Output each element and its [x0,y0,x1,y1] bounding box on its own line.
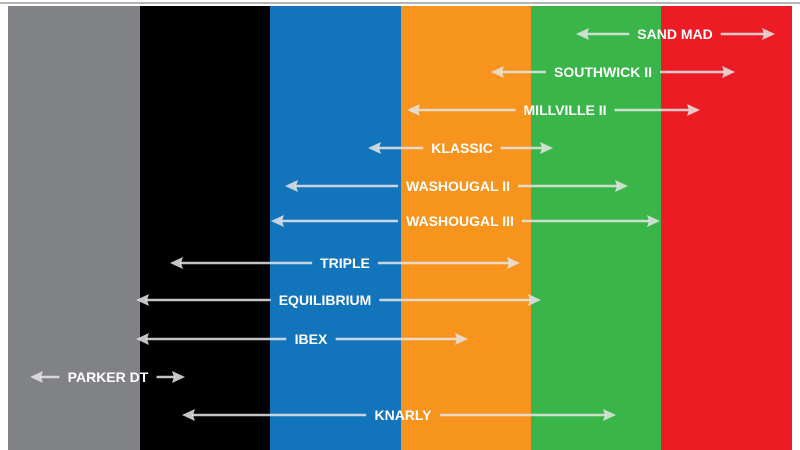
arrowhead-left-icon [368,142,381,154]
arrowhead-right-icon [172,371,185,383]
arrowhead-left-icon [491,66,504,78]
tire-range-row: PARKER DT [30,369,185,385]
arrowhead-right-icon [507,257,520,269]
arrowhead-left-icon [30,371,43,383]
tire-range-row: KNARLY [182,407,616,423]
arrowhead-right-icon [762,28,775,40]
arrowhead-left-icon [407,104,420,116]
tire-label: WASHOUGAL III [406,213,514,229]
tire-label: PARKER DT [68,369,149,385]
tire-label: KNARLY [374,407,432,423]
tire-range-row: WASHOUGAL II [285,178,628,194]
arrowhead-left-icon [182,409,195,421]
arrowhead-left-icon [136,333,149,345]
arrowhead-right-icon [528,294,541,306]
arrowhead-left-icon [136,294,149,306]
arrowhead-right-icon [540,142,553,154]
tire-label: TRIPLE [320,255,370,271]
tire-range-row: TRIPLE [170,255,520,271]
top-rule [0,2,800,4]
terrain-column-2 [140,6,270,450]
terrain-column-5 [531,6,661,450]
arrowhead-left-icon [285,180,298,192]
arrowhead-right-icon [603,409,616,421]
tire-range-row: MILLVILLE II [407,102,700,118]
tire-label: SOUTHWICK II [554,64,652,80]
tire-range-row: IBEX [136,331,468,347]
terrain-column-1 [8,6,140,450]
arrowhead-left-icon [271,215,284,227]
tire-range-row: EQUILIBRIUM [136,292,541,308]
arrowhead-right-icon [687,104,700,116]
tire-range-row: SOUTHWICK II [491,64,735,80]
terrain-column-4 [401,6,531,450]
tire-label: WASHOUGAL II [406,178,510,194]
tire-label: SAND MAD [637,26,712,42]
arrowhead-right-icon [722,66,735,78]
arrowhead-left-icon [576,28,589,40]
arrowhead-right-icon [455,333,468,345]
tire-label: KLASSIC [431,140,492,156]
tire-label: IBEX [295,331,328,347]
arrowhead-right-icon [647,215,660,227]
arrowhead-right-icon [615,180,628,192]
tire-range-row: WASHOUGAL III [271,213,660,229]
tire-range-row: SAND MAD [576,26,775,42]
arrowhead-left-icon [170,257,183,269]
terrain-column-3 [270,6,401,450]
tire-range-row: KLASSIC [368,140,553,156]
tire-label: EQUILIBRIUM [279,292,372,308]
terrain-column-6 [661,6,792,450]
tire-label: MILLVILLE II [524,102,607,118]
